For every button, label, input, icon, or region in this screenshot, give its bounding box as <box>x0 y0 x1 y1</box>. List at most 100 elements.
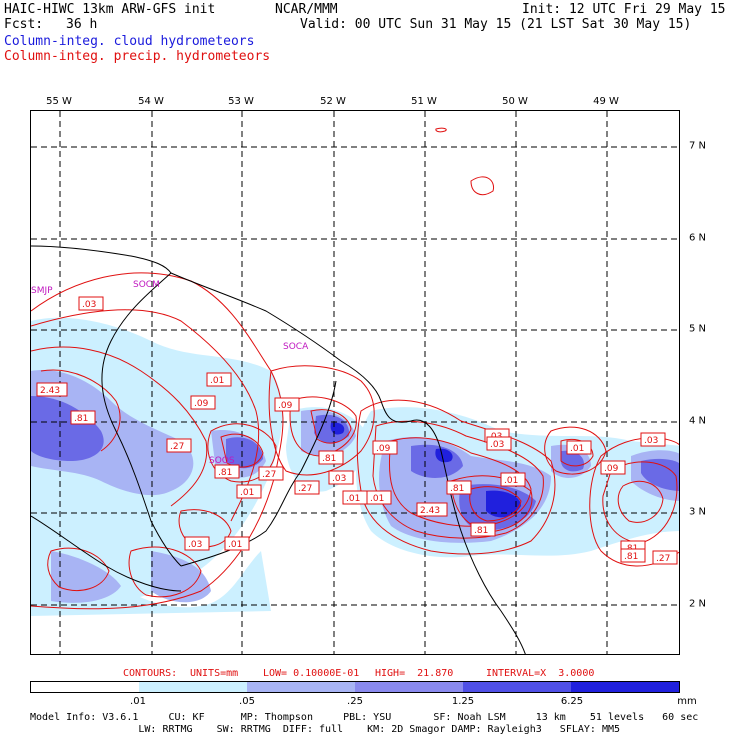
contour-label: .01 <box>370 494 384 504</box>
station-socm: SOCM <box>133 280 160 290</box>
lat-label: 6 N <box>689 232 707 244</box>
contour-label-box <box>500 472 526 487</box>
colorbar-tick: 6.25 <box>560 696 584 707</box>
contour-label: .03 <box>188 540 202 550</box>
contour-label-box <box>274 397 300 412</box>
colorbar <box>30 681 680 693</box>
contour-label: .27 <box>262 470 276 480</box>
lon-label: 54 W <box>138 96 164 107</box>
contour-label-box <box>258 466 284 481</box>
fcst-value: 36 h <box>66 17 98 32</box>
contour-label-box <box>566 440 592 455</box>
lon-label: 51 W <box>411 96 437 107</box>
field-precip-title: Column-integ. precip. hydrometeors <box>4 49 271 64</box>
colorbar-segment <box>139 682 247 692</box>
colorbar-segment <box>31 682 139 692</box>
cloud-shading-max <box>330 422 521 518</box>
contour-label: .09 <box>604 464 619 474</box>
lat-label: 3 N <box>689 506 707 518</box>
model-info-line2: LW: RRTMG SW: RRTMG DIFF: full KM: 2D Sm… <box>30 724 621 735</box>
colorbar-tick: .05 <box>239 696 255 707</box>
org-name: NCAR/MMM <box>275 2 338 17</box>
coastline <box>31 245 526 654</box>
contour-label: .03 <box>332 474 346 484</box>
contour-label: 2.43 <box>420 506 440 516</box>
contour-label-box <box>372 440 398 455</box>
contour-label-box <box>36 382 68 397</box>
contour-label: .81 <box>474 526 488 536</box>
contour-label-box <box>214 464 240 479</box>
contour-label: .81 <box>624 552 638 562</box>
lon-label: 52 W <box>320 96 346 107</box>
model-title: HAIC-HIWC 13km ARW-GFS init <box>4 2 216 17</box>
contour-label: .01 <box>504 476 518 486</box>
contour-label: .27 <box>298 484 312 494</box>
contour-label-box <box>328 470 354 485</box>
contour-label-box <box>600 460 626 475</box>
contour-label-box <box>318 450 344 465</box>
colorbar-unit: mm <box>677 696 697 707</box>
model-info-line1: Model Info: V3.6.1 CU: KF MP: Thompson P… <box>30 712 699 723</box>
contours-high: HIGH= 21.870 <box>375 668 454 679</box>
contour-label: .09 <box>278 401 293 411</box>
contour-label: .09 <box>376 444 391 454</box>
lat-label: 5 N <box>689 323 707 335</box>
colorbar-segment <box>355 682 463 692</box>
contour-label: .27 <box>170 442 184 452</box>
contour-label: 2.43 <box>40 386 60 396</box>
contour-label-box <box>446 480 472 495</box>
contour-label: .03 <box>644 436 658 446</box>
contours-label: CONTOURS: <box>123 668 178 679</box>
contour-label: .81 <box>74 414 88 424</box>
colorbar-segment <box>247 682 355 692</box>
field-cloud-title: Column-integ. cloud hydrometeors <box>4 34 255 49</box>
contour-label: .01 <box>228 540 242 550</box>
contour-label-box <box>184 536 210 551</box>
stations: SMJP SOCM SOCA SOOS <box>31 280 309 466</box>
contour-label-box <box>206 372 232 387</box>
contour-label: .03 <box>490 440 504 450</box>
contour-label: .01 <box>570 444 584 454</box>
contour-label-box <box>486 436 512 451</box>
contours-units: UNITS=mm <box>190 668 239 679</box>
colorbar-segment <box>463 682 571 692</box>
colorbar-tick: 1.25 <box>451 696 475 707</box>
valid-time: Valid: 00 UTC Sun 31 May 15 (21 LST Sat … <box>300 17 692 32</box>
lon-label: 55 W <box>46 96 72 107</box>
contour-label-box <box>640 432 666 447</box>
contour-label-box <box>70 410 96 425</box>
map-panel: SMJP SOCM SOCA SOOS .03 2.43 .81 .01 .09 .09.… <box>30 110 680 655</box>
contour-label-box <box>366 490 392 505</box>
contour-label: .81 <box>450 484 464 494</box>
station-smjp: SMJP <box>31 286 53 296</box>
contour-label-box <box>416 502 448 517</box>
contour-label: .27 <box>656 554 670 564</box>
station-soos: SOOS <box>209 456 235 466</box>
contour-label: .09 <box>194 399 209 409</box>
contour-label: .81 <box>218 468 232 478</box>
lon-label: 50 W <box>502 96 528 107</box>
colorbar-segment <box>571 682 679 692</box>
contours-interval: INTERVAL=X 3.0000 <box>486 668 595 679</box>
lat-label: 2 N <box>689 598 707 610</box>
station-soca: SOCA <box>283 342 309 352</box>
init-time: Init: 12 UTC Fri 29 May 15 <box>522 2 726 17</box>
contour-label-box <box>190 395 216 410</box>
contour-label-box <box>166 438 192 453</box>
contour-label-box <box>620 548 646 563</box>
contour-label: .01 <box>210 376 224 386</box>
contour-label: .01 <box>346 494 360 504</box>
fcst-label: Fcst: <box>4 17 44 32</box>
lon-label: 53 W <box>228 96 254 107</box>
contour-label: .01 <box>240 488 254 498</box>
colorbar-tick: .01 <box>130 696 146 707</box>
contour-label-box <box>236 484 262 499</box>
contour-label-box <box>78 296 104 311</box>
contour-label-box <box>294 480 320 495</box>
lon-label: 49 W <box>593 96 619 107</box>
contour-label: .03 <box>82 300 96 310</box>
contour-label-box <box>224 536 250 551</box>
map-canvas: SMJP SOCM SOCA SOOS .03 2.43 .81 .01 .09 .09.… <box>31 111 679 654</box>
contour-label-box <box>470 522 496 537</box>
lat-label: 7 N <box>689 140 707 152</box>
